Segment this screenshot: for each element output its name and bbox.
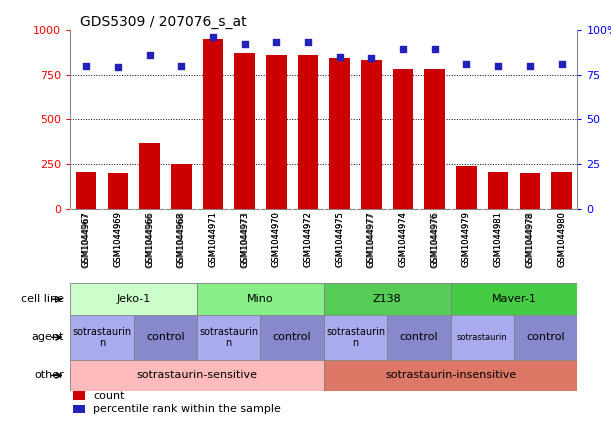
Text: GSM1044980: GSM1044980	[557, 212, 566, 267]
Bar	[425, 69, 445, 209]
Point	[303, 39, 313, 46]
Bar	[260, 315, 324, 360]
Bar	[70, 315, 134, 360]
Bar	[298, 55, 318, 209]
Bar	[387, 315, 451, 360]
Text: GSM1044981: GSM1044981	[494, 212, 503, 267]
Text: GDS5309 / 207076_s_at: GDS5309 / 207076_s_at	[81, 14, 247, 29]
Bar	[197, 315, 260, 360]
Text: count: count	[93, 391, 125, 401]
Bar	[514, 315, 577, 360]
Point	[430, 46, 440, 53]
Bar	[324, 360, 577, 391]
Text: GSM1044979: GSM1044979	[462, 212, 471, 267]
Text: GSM1044978: GSM1044978	[525, 212, 535, 268]
Point	[271, 39, 281, 46]
Bar	[203, 38, 223, 209]
Bar	[393, 69, 414, 209]
Text: control: control	[273, 332, 312, 342]
Text: Mino: Mino	[247, 294, 274, 304]
Point	[208, 33, 218, 40]
Point	[177, 62, 186, 69]
Text: GSM1044972: GSM1044972	[304, 212, 312, 267]
Bar	[488, 172, 508, 209]
Text: GSM1044974: GSM1044974	[398, 212, 408, 267]
Point	[525, 62, 535, 69]
Point	[145, 52, 155, 58]
Point	[335, 53, 345, 60]
Bar	[266, 55, 287, 209]
Text: GSM1044968: GSM1044968	[177, 212, 186, 268]
Bar	[361, 60, 382, 209]
Point	[461, 60, 471, 67]
Text: sotrastaurin
n: sotrastaurin n	[199, 327, 258, 348]
Text: agent: agent	[32, 332, 64, 342]
Bar	[519, 173, 540, 209]
Text: GSM1044973: GSM1044973	[240, 212, 249, 268]
Text: cell line: cell line	[21, 294, 64, 304]
Bar	[456, 166, 477, 209]
Text: sotrastaurin
n: sotrastaurin n	[72, 327, 131, 348]
Text: GSM1044970: GSM1044970	[272, 212, 281, 267]
Bar	[450, 315, 514, 360]
Bar	[70, 283, 197, 315]
Text: GSM1044975: GSM1044975	[335, 212, 344, 267]
Bar	[234, 53, 255, 209]
Bar	[324, 283, 450, 315]
Text: Jeko-1: Jeko-1	[117, 294, 151, 304]
Text: percentile rank within the sample: percentile rank within the sample	[93, 404, 281, 414]
Text: sotrastaurin
n: sotrastaurin n	[326, 327, 385, 348]
Text: Maver-1: Maver-1	[492, 294, 536, 304]
Text: GSM1044966: GSM1044966	[145, 212, 154, 268]
Bar	[108, 173, 128, 209]
Bar	[70, 360, 324, 391]
Text: GSM1044967: GSM1044967	[82, 212, 90, 268]
Bar	[450, 283, 577, 315]
Bar	[171, 165, 191, 209]
Point	[398, 46, 408, 53]
Bar	[134, 315, 197, 360]
Text: sotrastaurin: sotrastaurin	[457, 333, 508, 342]
Text: control: control	[400, 332, 438, 342]
Text: sotrastaurin-sensitive: sotrastaurin-sensitive	[136, 371, 258, 380]
Text: GSM1044976: GSM1044976	[430, 212, 439, 268]
Point	[557, 60, 566, 67]
Text: sotrastaurin-insensitive: sotrastaurin-insensitive	[385, 371, 516, 380]
Bar	[73, 391, 86, 400]
Bar	[139, 143, 160, 209]
Text: control: control	[146, 332, 185, 342]
Point	[240, 41, 249, 47]
Point	[113, 64, 123, 71]
Text: Z138: Z138	[373, 294, 401, 304]
Bar	[73, 404, 86, 414]
Text: control: control	[527, 332, 565, 342]
Bar	[329, 58, 350, 209]
Bar	[324, 315, 387, 360]
Point	[81, 62, 91, 69]
Bar	[197, 283, 324, 315]
Bar	[551, 172, 572, 209]
Text: GSM1044969: GSM1044969	[113, 212, 122, 267]
Text: GSM1044977: GSM1044977	[367, 212, 376, 268]
Bar	[76, 172, 97, 209]
Text: other: other	[34, 371, 64, 380]
Text: GSM1044971: GSM1044971	[208, 212, 218, 267]
Point	[493, 62, 503, 69]
Point	[367, 55, 376, 62]
